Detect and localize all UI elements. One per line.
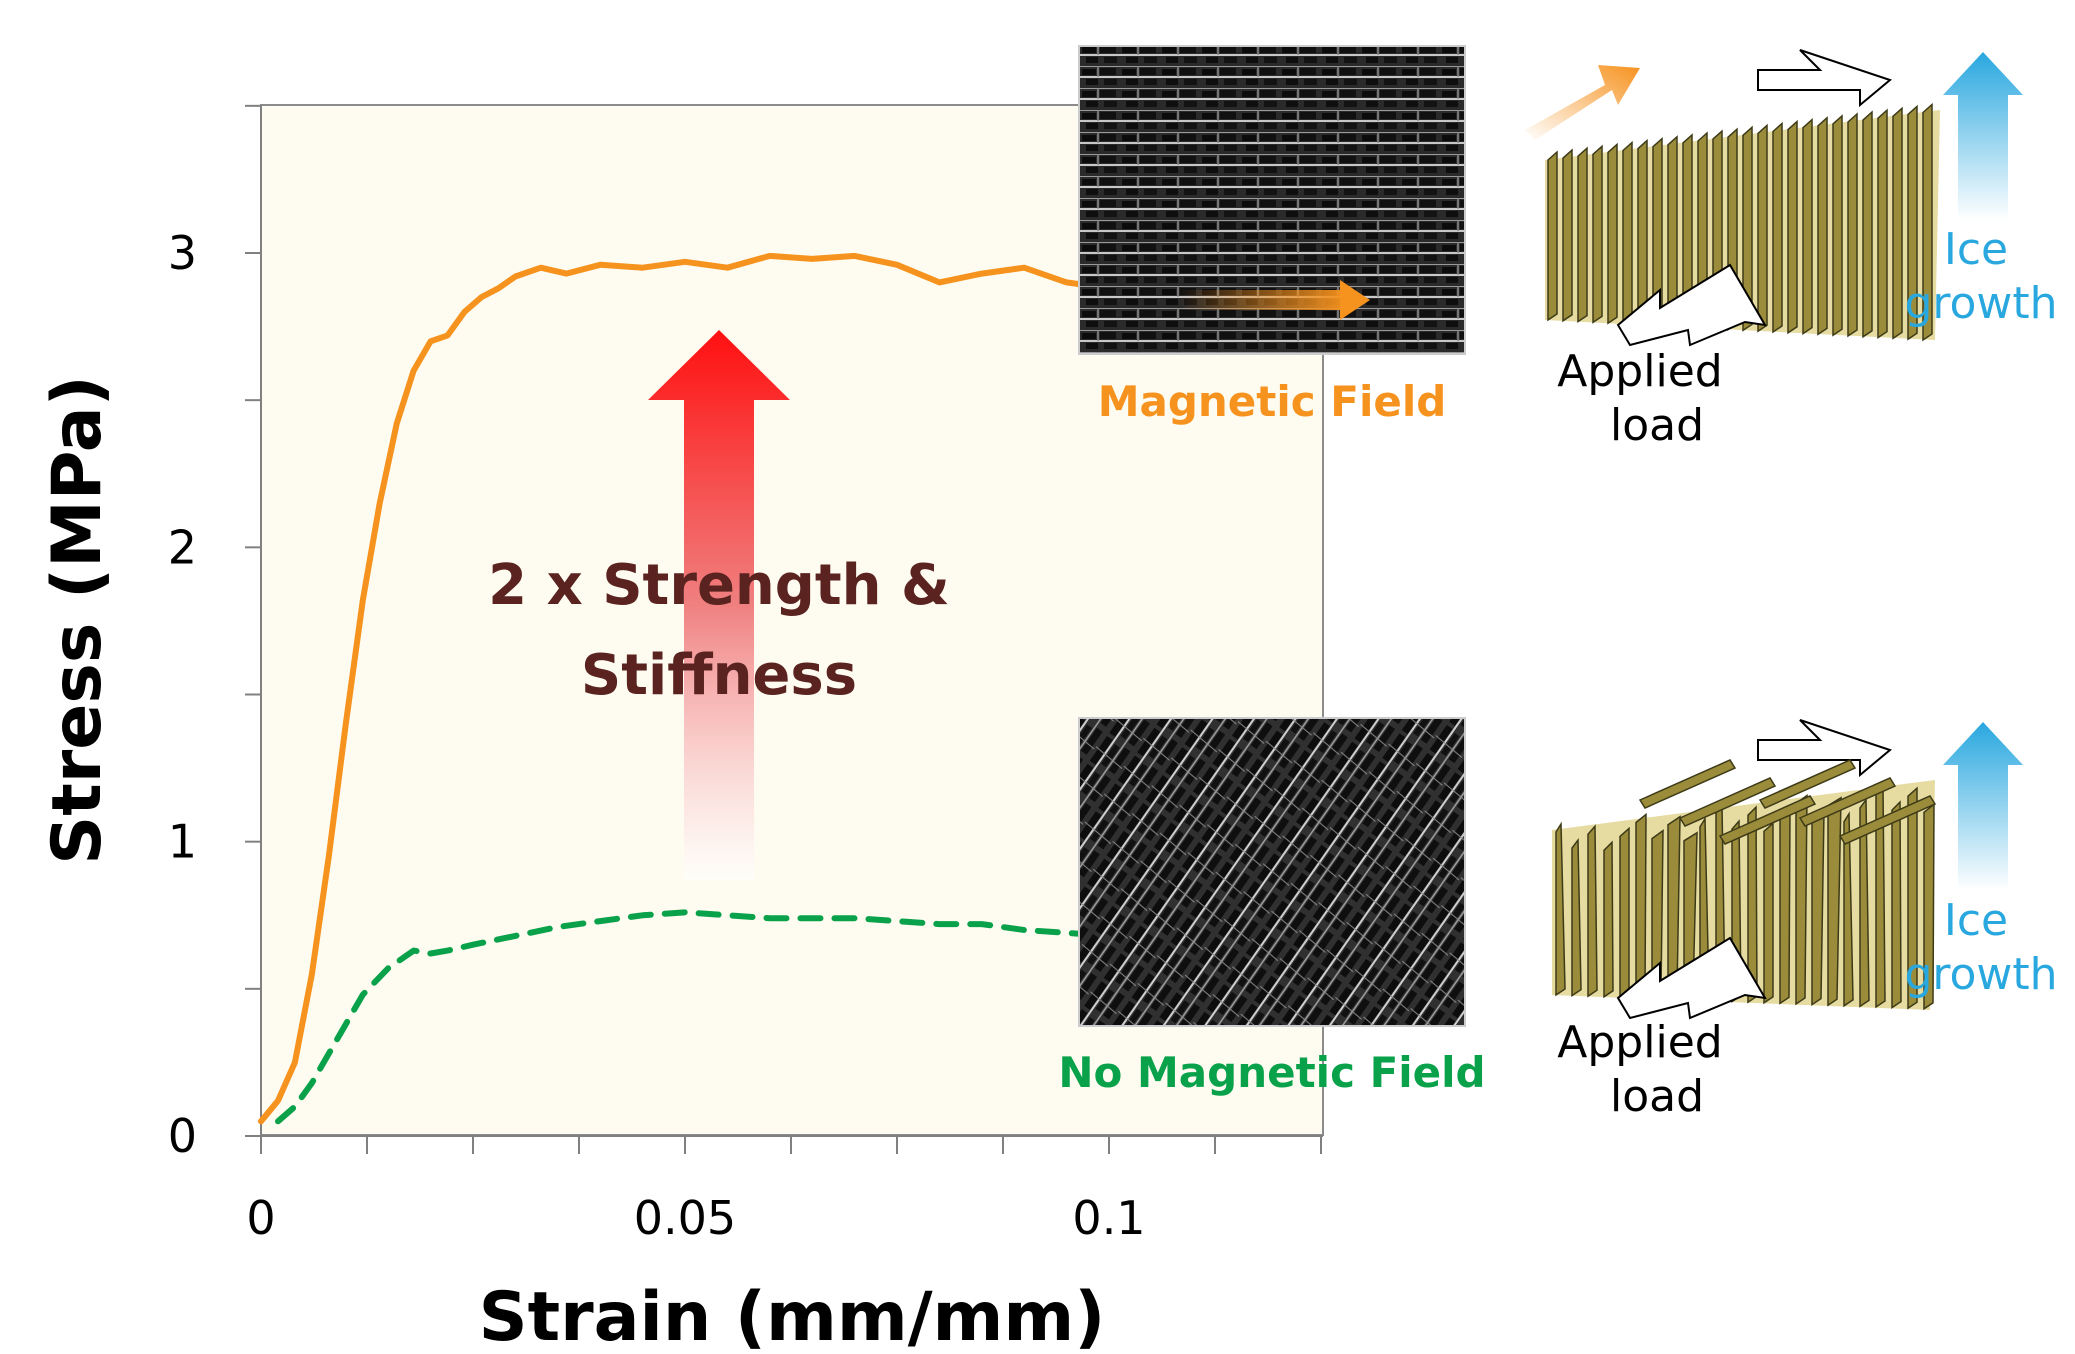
- lamella-plate: [1587, 824, 1598, 998]
- lamella-plate: [1603, 840, 1614, 999]
- lamella-plate: [1827, 796, 1842, 1007]
- lamella-plate: [1817, 116, 1828, 336]
- y-tick-label: 3: [168, 226, 197, 280]
- x-tick-label: 0.1: [1072, 1191, 1145, 1245]
- sem-image-aligned: [1078, 45, 1466, 355]
- lamella-plate: [1562, 148, 1573, 323]
- lamella-plate: [1763, 821, 1774, 1005]
- series-line-no-magnetic: [275, 909, 1112, 1125]
- series-layer: [258, 252, 1112, 1125]
- lamella-plate: [1758, 759, 1857, 809]
- label-no-magnetic-field: No Magnetic Field: [1058, 1048, 1485, 1097]
- lamella-plate: [1843, 811, 1854, 1008]
- x-tick-label: 0.05: [634, 1191, 736, 1245]
- lamella-plate: [1757, 123, 1768, 333]
- lamella-plate: [1577, 146, 1588, 324]
- lamella-plate: [1787, 119, 1798, 335]
- applied-load-arrow-icon: [1757, 719, 1893, 778]
- applied-load-label-1b: load: [1610, 400, 1704, 451]
- ice-growth-arrow-icon: [1943, 722, 2023, 890]
- lamella-plate: [1802, 118, 1813, 336]
- lamella-plate: [1795, 794, 1808, 1006]
- lamella-plate: [1772, 121, 1783, 334]
- lamella-plate: [1622, 140, 1633, 326]
- lamella-plate: [1892, 106, 1903, 340]
- ice-growth-arrow-icon: [1943, 52, 2023, 220]
- lamella-plate: [1718, 795, 1817, 845]
- series-line-magnetic: [258, 252, 1112, 1125]
- lamella-plate: [1619, 826, 1630, 999]
- lamella-plate: [1798, 777, 1897, 827]
- lamella-plate: [1907, 786, 1918, 1010]
- label-magnetic-field: Magnetic Field: [1098, 377, 1447, 426]
- schematic-aligned: [1525, 49, 2023, 347]
- lamella-plate: [1607, 142, 1618, 325]
- y-tick-label: 1: [168, 815, 197, 869]
- ice-growth-label-2b: growth: [1904, 949, 2057, 1000]
- axis-ticks: [245, 104, 1322, 1154]
- lamella-plate: [1742, 125, 1753, 332]
- annotation-line-1: 2 x Strength &: [488, 553, 950, 618]
- x-tick-label: 0: [246, 1191, 275, 1245]
- lamella-plate: [1637, 138, 1648, 327]
- lamella-plate: [1922, 102, 1933, 342]
- lamella-plate: [1838, 795, 1937, 845]
- lamella-plate: [1592, 144, 1603, 324]
- annotation-line-2: Stiffness: [581, 643, 857, 708]
- x-axis-title: Strain (mm/mm): [479, 1278, 1106, 1354]
- lamella-plate: [1635, 812, 1647, 1000]
- applied-load-arrow-icon: [1616, 263, 1767, 347]
- lamella-plate: [1877, 108, 1888, 340]
- ice-growth-label-1b: growth: [1904, 278, 2057, 329]
- lamella-plate: [1847, 112, 1858, 338]
- ice-growth-label-2a: Ice: [1944, 895, 2008, 946]
- applied-load-arrow-icon: [1616, 936, 1767, 1020]
- ice-growth-label-1a: Ice: [1944, 224, 2008, 275]
- applied-load-arrow-icon: [1757, 49, 1893, 108]
- lamella-plate: [1678, 777, 1777, 827]
- field-orange-arrow-icon: [1525, 65, 1640, 140]
- field-direction-arrow-icon: [1340, 280, 1370, 320]
- sem-image-random: [1078, 717, 1466, 1027]
- lamella-plate: [1638, 759, 1737, 809]
- lamella-plate: [1907, 104, 1918, 341]
- applied-load-label-1a: Applied: [1557, 346, 1722, 397]
- lamella-plate: [1779, 807, 1791, 1005]
- lamella-plate: [1571, 837, 1582, 998]
- lamella-plate: [1862, 110, 1873, 339]
- lamella-plate: [1547, 150, 1558, 322]
- y-tick-label: 2: [168, 520, 197, 574]
- lamella-plate: [1555, 821, 1566, 997]
- lamella-plate: [1859, 797, 1870, 1008]
- up-arrow-gradient-icon: [648, 330, 790, 880]
- y-axis-title: Stress (MPa): [38, 375, 117, 864]
- axis-tick-labels: 0 0.05 0.1 0 1 2 3: [168, 226, 1146, 1245]
- lamella-plate: [1923, 802, 1935, 1011]
- applied-load-label-2a: Applied: [1557, 1017, 1722, 1068]
- y-tick-label: 0: [168, 1109, 197, 1163]
- applied-load-label-2b: load: [1610, 1071, 1704, 1122]
- schematic-random: [1552, 719, 2023, 1020]
- lamella-plate: [1891, 800, 1902, 1010]
- lamella-plate: [1832, 114, 1843, 337]
